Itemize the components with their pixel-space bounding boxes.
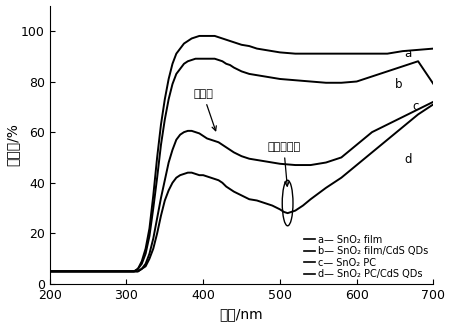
Text: b: b	[395, 77, 403, 91]
Text: d: d	[404, 153, 412, 166]
Text: c: c	[412, 100, 419, 113]
Y-axis label: 透光率/%: 透光率/%	[5, 123, 19, 166]
X-axis label: 波长/nm: 波长/nm	[220, 307, 263, 321]
Text: 蓝边缘: 蓝边缘	[193, 89, 216, 131]
Text: a: a	[404, 47, 411, 60]
Legend: a— SnO₂ film, b— SnO₂ film/CdS QDs, c— SnO₂ PC, d— SnO₂ PC/CdS QDs: a— SnO₂ film, b— SnO₂ film/CdS QDs, c— S…	[304, 235, 428, 279]
Text: 布拉格效应: 布拉格效应	[267, 142, 300, 186]
